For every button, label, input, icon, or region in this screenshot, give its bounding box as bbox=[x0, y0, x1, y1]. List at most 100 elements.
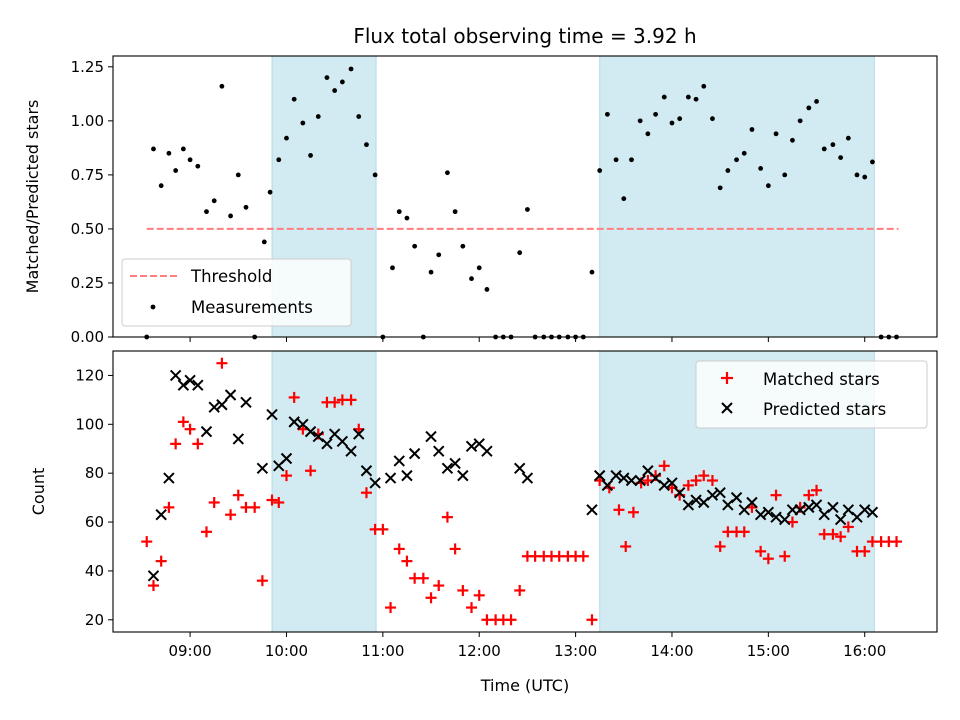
predicted-star-point bbox=[754, 509, 767, 521]
matched-star-point bbox=[577, 550, 589, 562]
predicted-star-point bbox=[601, 479, 614, 492]
predicted-star-point bbox=[256, 462, 269, 474]
matched-star-point bbox=[329, 396, 341, 408]
predicted-star-point bbox=[345, 445, 357, 457]
predicted-star-point bbox=[304, 425, 317, 438]
measurement-point bbox=[862, 174, 868, 180]
bottom-x-tick-label: 11:00 bbox=[361, 642, 404, 660]
bottom-legend: Matched stars Predicted stars bbox=[695, 360, 928, 429]
matched-star-point bbox=[473, 589, 485, 601]
bottom-x-tick-label: 10:00 bbox=[265, 642, 308, 660]
predicted-star-point bbox=[192, 379, 204, 391]
measurement-point bbox=[749, 127, 755, 132]
matched-star-point bbox=[827, 528, 839, 540]
matched-star-point bbox=[393, 543, 405, 555]
measurement-point bbox=[821, 146, 827, 152]
matched-star-point bbox=[288, 391, 300, 403]
measurement-point bbox=[758, 166, 764, 171]
measurement-point bbox=[814, 98, 819, 104]
top-legend: Threshold Measurements bbox=[121, 258, 352, 327]
measurement-point bbox=[204, 209, 209, 215]
matched-star-point bbox=[192, 438, 204, 450]
matched-star-point bbox=[891, 536, 903, 548]
predicted-star-point bbox=[610, 469, 622, 482]
measurement-point bbox=[597, 168, 603, 173]
predicted-star-point bbox=[866, 506, 879, 518]
top-y-ticks: 0.00 0.25 0.50 0.75 1.00 1.25 bbox=[71, 58, 113, 346]
measurement-point bbox=[621, 196, 627, 202]
measurement-point bbox=[404, 215, 410, 221]
matched-star-point bbox=[706, 475, 718, 487]
measurement-point bbox=[235, 172, 241, 178]
predicted-star-point bbox=[408, 447, 421, 460]
measurement-point bbox=[390, 265, 395, 271]
measurement-point bbox=[669, 120, 675, 126]
matched-star-point bbox=[786, 516, 798, 528]
predicted-star-point bbox=[810, 499, 823, 511]
measurement-point bbox=[773, 131, 779, 137]
measurement-point bbox=[276, 157, 282, 163]
matched-star-point bbox=[457, 584, 469, 596]
measurement-point bbox=[629, 157, 634, 163]
bottom-legend-box bbox=[695, 360, 928, 429]
measurement-point bbox=[685, 94, 691, 100]
matched-star-point bbox=[401, 555, 413, 567]
matched-star-point bbox=[620, 540, 632, 552]
predicted-star-point bbox=[673, 487, 686, 499]
measurement-point bbox=[613, 157, 619, 163]
predicted-star-point bbox=[666, 477, 678, 489]
measurement-point bbox=[166, 150, 172, 156]
matched-star-point bbox=[514, 584, 526, 596]
matched-star-point bbox=[377, 523, 389, 535]
matched-star-point bbox=[698, 470, 710, 482]
legend-threshold-label: Threshold bbox=[190, 267, 272, 286]
top-y-tick-label: 0.25 bbox=[71, 274, 104, 292]
measurement-point bbox=[180, 146, 186, 152]
measurement-point bbox=[291, 96, 297, 102]
measurement-point bbox=[436, 252, 442, 258]
predicted-star-point bbox=[425, 430, 437, 443]
predicted-star-point bbox=[353, 428, 365, 440]
matched-star-point bbox=[273, 496, 285, 508]
predicted-star-point bbox=[779, 513, 791, 526]
bottom-y-tick-label: 120 bbox=[75, 366, 104, 384]
predicted-star-point bbox=[746, 496, 758, 509]
matched-star-point bbox=[184, 423, 196, 435]
predicted-star-point bbox=[169, 369, 182, 382]
measurement-point bbox=[517, 250, 523, 256]
predicted-star-point bbox=[827, 501, 839, 514]
measurement-point bbox=[412, 243, 418, 249]
shaded-interval-1 bbox=[271, 350, 377, 633]
matched-star-point bbox=[842, 521, 854, 533]
matched-star-point bbox=[305, 465, 317, 477]
legend-matched-swatch bbox=[721, 372, 733, 384]
measurement-point bbox=[228, 213, 233, 219]
bottom-x-tick-label: 16:00 bbox=[843, 642, 886, 660]
predicted-star-point bbox=[336, 435, 349, 448]
legend-measurements-label: Measurements bbox=[191, 298, 313, 317]
predicted-star-point bbox=[770, 511, 782, 523]
matched-star-point bbox=[280, 470, 292, 482]
matched-star-point bbox=[200, 526, 212, 538]
measurement-point bbox=[324, 75, 330, 81]
measurement-point bbox=[838, 155, 844, 160]
measurement-point bbox=[315, 114, 321, 119]
predicted-star-point bbox=[177, 379, 190, 391]
bottom-x-axis-title: Time (UTC) bbox=[480, 676, 569, 695]
matched-star-point bbox=[141, 536, 153, 548]
bottom-y-tick-label: 80 bbox=[85, 464, 104, 482]
measurement-point bbox=[476, 265, 482, 271]
predicted-star-point bbox=[634, 474, 646, 487]
measurement-point bbox=[187, 157, 193, 163]
measurement-point bbox=[211, 198, 217, 204]
matched-star-point bbox=[642, 475, 654, 487]
matched-star-point bbox=[658, 460, 670, 472]
predicted-star-point bbox=[369, 477, 381, 489]
measurement-point bbox=[173, 168, 179, 173]
bottom-x-tick-label: 14:00 bbox=[650, 642, 693, 660]
matched-star-point bbox=[586, 614, 598, 626]
measurement-point bbox=[195, 163, 201, 169]
matched-star-point bbox=[147, 580, 159, 592]
measurement-point bbox=[637, 118, 643, 124]
predicted-star-point bbox=[384, 472, 397, 484]
